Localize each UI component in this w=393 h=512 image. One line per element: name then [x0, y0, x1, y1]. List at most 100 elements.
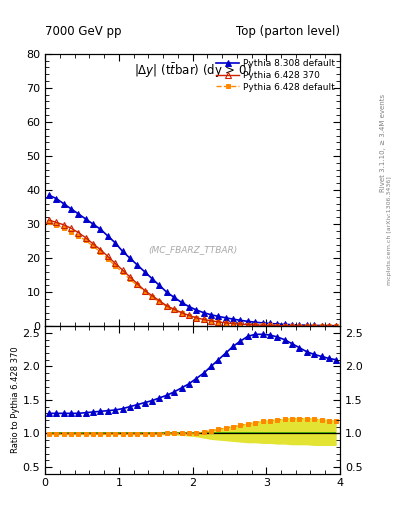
Pythia 6.428 370 [297, 323, 302, 329]
Pythia 8.308 default [46, 192, 51, 198]
Pythia 8.308 default [223, 315, 228, 321]
Pythia 6.428 370 [290, 323, 294, 329]
Pythia 6.428 default [98, 249, 103, 255]
Pythia 8.308 default [69, 206, 73, 212]
Pythia 8.308 default [201, 310, 206, 316]
Pythia 8.308 default [142, 269, 147, 275]
Pythia 6.428 default [275, 323, 280, 329]
Pythia 6.428 default [223, 320, 228, 326]
Pythia 8.308 default [275, 321, 280, 327]
Pythia 8.308 default [246, 318, 250, 325]
Pythia 6.428 default [201, 317, 206, 323]
Pythia 8.308 default [305, 322, 309, 328]
Pythia 6.428 370 [201, 316, 206, 323]
Pythia 6.428 default [157, 298, 162, 305]
Pythia 6.428 370 [164, 303, 169, 309]
Pythia 6.428 370 [113, 260, 118, 266]
Pythia 8.308 default [150, 275, 154, 282]
Pythia 8.308 default [297, 322, 302, 328]
Pythia 6.428 default [76, 233, 81, 239]
Pythia 6.428 370 [253, 322, 257, 328]
Pythia 6.428 370 [54, 219, 59, 225]
Text: (MC_FBARZ_TTBAR): (MC_FBARZ_TTBAR) [148, 245, 237, 254]
Pythia 6.428 default [187, 313, 191, 319]
Pythia 8.308 default [231, 316, 235, 322]
Pythia 8.308 default [194, 307, 198, 313]
Pythia 6.428 370 [128, 274, 132, 280]
Pythia 6.428 default [69, 228, 73, 234]
Pythia 6.428 370 [282, 323, 287, 329]
Pythia 8.308 default [179, 300, 184, 306]
Pythia 6.428 default [290, 323, 294, 329]
Pythia 8.308 default [105, 233, 110, 239]
Pythia 8.308 default [238, 317, 243, 324]
Pythia 6.428 default [246, 322, 250, 328]
Pythia 6.428 default [164, 304, 169, 310]
Pythia 8.308 default [135, 262, 140, 268]
Text: Rivet 3.1.10, ≥ 3.4M events: Rivet 3.1.10, ≥ 3.4M events [380, 94, 386, 193]
Pythia 6.428 370 [150, 292, 154, 298]
Pythia 6.428 default [297, 323, 302, 329]
Pythia 6.428 default [54, 222, 59, 228]
Pythia 6.428 default [46, 219, 51, 225]
Pythia 6.428 default [334, 323, 339, 329]
Pythia 8.308 default [61, 201, 66, 207]
Pythia 6.428 370 [135, 281, 140, 287]
Pythia 6.428 default [91, 243, 95, 249]
Pythia 6.428 370 [319, 323, 324, 329]
Pythia 6.428 default [179, 310, 184, 316]
Pythia 6.428 370 [231, 321, 235, 327]
Pythia 6.428 370 [305, 323, 309, 329]
Pythia 6.428 370 [172, 306, 176, 312]
Pythia 6.428 default [238, 321, 243, 327]
Text: 7000 GeV pp: 7000 GeV pp [45, 26, 122, 38]
Legend: Pythia 8.308 default, Pythia 6.428 370, Pythia 6.428 default: Pythia 8.308 default, Pythia 6.428 370, … [213, 56, 338, 95]
Pythia 6.428 370 [61, 222, 66, 228]
Pythia 6.428 370 [179, 310, 184, 316]
Pythia 6.428 370 [46, 217, 51, 223]
Pythia 6.428 default [231, 321, 235, 327]
Pythia 8.308 default [334, 323, 339, 329]
Pythia 6.428 370 [327, 323, 331, 329]
Pythia 8.308 default [319, 323, 324, 329]
Pythia 6.428 370 [120, 267, 125, 273]
Pythia 6.428 370 [194, 315, 198, 321]
Pythia 6.428 default [142, 288, 147, 294]
Pythia 6.428 370 [216, 319, 221, 325]
Pythia 8.308 default [113, 240, 118, 246]
Pythia 6.428 370 [238, 321, 243, 327]
Pythia 6.428 default [83, 238, 88, 244]
Pythia 8.308 default [164, 289, 169, 295]
Pythia 6.428 370 [142, 287, 147, 293]
Pythia 8.308 default [327, 323, 331, 329]
Pythia 6.428 370 [187, 312, 191, 318]
Pythia 8.308 default [157, 282, 162, 288]
Pythia 6.428 default [150, 294, 154, 301]
Line: Pythia 6.428 default: Pythia 6.428 default [46, 220, 339, 329]
Pythia 8.308 default [268, 321, 272, 327]
Pythia 8.308 default [98, 226, 103, 232]
Pythia 6.428 370 [209, 318, 213, 324]
Pythia 8.308 default [253, 319, 257, 325]
Text: Top (parton level): Top (parton level) [236, 26, 340, 38]
Y-axis label: Ratio to Pythia 6.428 370: Ratio to Pythia 6.428 370 [11, 347, 20, 453]
Text: $|\Delta y|$ (t$\bar{t}$bar) (dy > 0): $|\Delta y|$ (t$\bar{t}$bar) (dy > 0) [134, 62, 252, 80]
Pythia 6.428 370 [69, 225, 73, 231]
Pythia 8.308 default [312, 323, 316, 329]
Pythia 8.308 default [54, 196, 59, 202]
Pythia 6.428 default [128, 276, 132, 282]
Pythia 8.308 default [76, 211, 81, 217]
Pythia 6.428 default [120, 269, 125, 275]
Text: mcplots.cern.ch [arXiv:1306.3436]: mcplots.cern.ch [arXiv:1306.3436] [387, 176, 391, 285]
Pythia 8.308 default [209, 312, 213, 318]
Pythia 6.428 default [327, 323, 331, 329]
Pythia 6.428 370 [76, 229, 81, 236]
Pythia 8.308 default [91, 221, 95, 227]
Line: Pythia 6.428 370: Pythia 6.428 370 [46, 217, 339, 329]
Pythia 6.428 default [305, 323, 309, 329]
Pythia 6.428 default [61, 225, 66, 231]
Pythia 6.428 370 [105, 253, 110, 260]
Pythia 8.308 default [282, 322, 287, 328]
Pythia 6.428 370 [246, 322, 250, 328]
Pythia 6.428 default [194, 315, 198, 321]
